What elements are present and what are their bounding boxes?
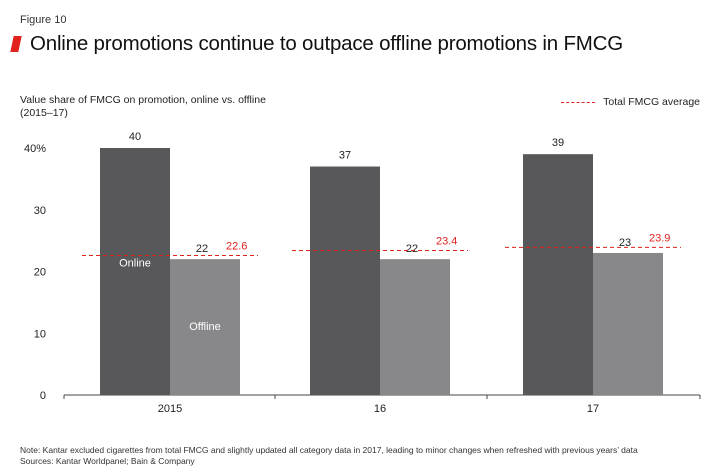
legend: Total FMCG average — [561, 96, 700, 108]
bar-offline — [170, 259, 240, 395]
data-label-online: 40 — [129, 131, 141, 143]
y-tick-label: 20 — [34, 267, 46, 279]
figure-label: Figure 10 — [20, 14, 67, 26]
y-tick-label: 30 — [34, 205, 46, 217]
footnote-note: Note: Kantar excluded cigarettes from to… — [20, 445, 638, 455]
footnote-sources: Sources: Kantar Worldpanel; Bain & Compa… — [20, 456, 195, 466]
series-label-offline: Offline — [189, 321, 221, 333]
x-tick-label: 2015 — [158, 403, 182, 415]
data-label-online: 37 — [339, 150, 351, 162]
x-tick-label: 16 — [374, 403, 386, 415]
data-label-offline: 22 — [406, 243, 418, 255]
y-tick-label: 40% — [24, 143, 46, 155]
legend-label: Total FMCG average — [603, 96, 700, 108]
average-label: 23.4 — [436, 236, 457, 248]
footnote: Note: Kantar excluded cigarettes from to… — [20, 445, 638, 467]
bar-online — [523, 154, 593, 395]
average-label: 22.6 — [226, 240, 247, 252]
bar-online — [100, 148, 170, 395]
dashed-line-legend-icon — [561, 101, 596, 103]
bar-offline — [593, 252, 663, 395]
y-tick-label: 0 — [40, 390, 46, 402]
data-label-online: 39 — [552, 137, 564, 149]
bar-offline — [380, 259, 450, 395]
data-label-offline: 22 — [196, 243, 208, 255]
chart-title: Online promotions continue to outpace of… — [30, 32, 624, 55]
y-tick-label: 10 — [34, 328, 46, 340]
bar-online — [310, 166, 380, 395]
subtitle-line-1: Value share of FMCG on promotion, online… — [20, 94, 266, 106]
data-label-offline: 23 — [619, 237, 631, 249]
average-label: 23.9 — [649, 232, 670, 244]
subtitle-line-2: (2015–17) — [20, 107, 68, 119]
chart-subtitle: Value share of FMCG on promotion, online… — [20, 94, 360, 120]
series-label-online: Online — [119, 258, 151, 270]
x-tick-label: 17 — [587, 403, 599, 415]
title-block: Online promotions continue to outpace of… — [10, 32, 624, 56]
